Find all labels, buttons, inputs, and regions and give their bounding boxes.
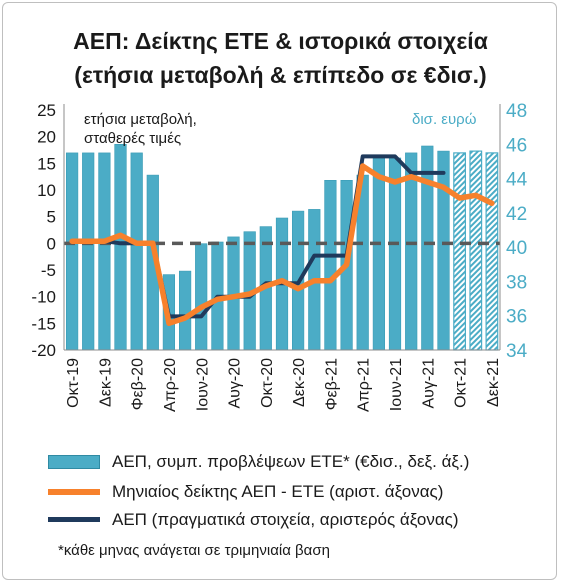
bar-8	[195, 243, 208, 351]
legend-key-actual	[48, 517, 100, 522]
legend-key-bars	[48, 455, 100, 469]
x-tick-label: Δεκ-19	[97, 358, 114, 407]
bar-7	[179, 270, 192, 351]
right-tick-label: 42	[506, 204, 527, 225]
bar-0	[66, 152, 79, 351]
bar-22	[421, 145, 434, 351]
x-tick-label: Ιουν-21	[388, 358, 405, 411]
right-tick-label: 36	[506, 307, 527, 328]
bar-25	[469, 150, 483, 351]
bar-23	[437, 150, 450, 351]
left-tick-label: 5	[47, 208, 56, 227]
right-tick-label: 46	[506, 135, 527, 156]
right-tick-label: 34	[506, 341, 528, 362]
bar-24	[453, 152, 466, 351]
bar-20	[388, 157, 402, 351]
bar-16	[324, 180, 337, 351]
x-tick-label: Φεβ-21	[323, 358, 340, 410]
legend-key-monthly-index	[48, 489, 100, 495]
bar-2	[98, 152, 111, 351]
footnote: *κάθε μηνας ανάγεται σε τριμηνιαία βαση	[58, 542, 330, 559]
bar-3	[114, 144, 127, 351]
right-tick-label: 48	[506, 101, 527, 122]
bar-21	[405, 152, 418, 351]
legend-label-actual: ΑΕΠ (πραγματικά στοιχεία, αριστερός άξον…	[112, 510, 459, 529]
right-tick-label: 40	[506, 238, 527, 259]
legend-label-bars: ΑΕΠ, συμπ. προβλέψεων ΕΤΕ* (€δισ., δεξ. …	[112, 452, 470, 471]
x-tick-label: Οκτ-19	[65, 358, 82, 408]
x-tick-label: Οκτ-20	[259, 358, 276, 408]
chart-title-line2: (ετήσια μεταβολή & επίπεδο σε €δισ.)	[74, 62, 487, 88]
x-tick-label: Απρ-21	[356, 358, 373, 412]
x-tick-label: Αυγ-21	[420, 358, 437, 409]
monthly-index-line	[69, 163, 495, 327]
left-tick-label: 25	[37, 101, 56, 120]
x-tick-label: Απρ-20	[162, 358, 179, 412]
bar-1	[82, 152, 95, 351]
left-tick-label: 20	[37, 128, 56, 147]
x-tick-label: Αυγ-20	[227, 358, 244, 409]
left-tick-label: -10	[31, 288, 56, 307]
left-tick-label: 15	[37, 154, 56, 173]
x-tick-label: Δεκ-20	[291, 358, 308, 407]
left-tick-label: 10	[37, 181, 56, 200]
left-tick-label: 0	[47, 234, 56, 253]
x-tick-label: Ιουν-20	[194, 358, 211, 411]
right-tick-label: 44	[506, 170, 528, 191]
x-tick-label: Οκτ-21	[453, 358, 470, 408]
x-tick-label: Φεβ-20	[130, 358, 147, 410]
chart-title-line1: ΑΕΠ: Δείκτης ΕΤΕ & ιστορικά στοιχεία	[73, 28, 488, 54]
x-tick-label: Δεκ-21	[485, 358, 502, 407]
chart-area: 25 20 15 10 5 0 -5 -10 -15 -20 48 46 44 42 40 38 36 34 Οκτ…	[31, 101, 528, 412]
left-tick-label: -5	[41, 261, 56, 280]
bar-19	[372, 157, 386, 351]
legend-label-monthly-index: Μηνιαίος δείκτης ΑΕΠ - ΕΤΕ (αριστ. άξονα…	[112, 482, 444, 501]
right-tick-label: 38	[506, 272, 527, 293]
right-axis-unit: δισ. ευρώ	[412, 111, 477, 128]
bar-4	[130, 152, 143, 351]
bar-26	[485, 152, 499, 351]
left-tick-label: -15	[31, 314, 56, 333]
left-axis-note-line2: σταθερές τιμές	[84, 130, 181, 147]
left-tick-label: -20	[31, 341, 56, 360]
left-axis-note-line1: ετήσια μεταβολή,	[84, 111, 197, 128]
